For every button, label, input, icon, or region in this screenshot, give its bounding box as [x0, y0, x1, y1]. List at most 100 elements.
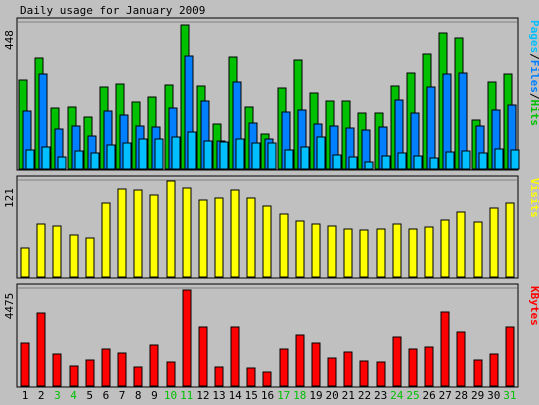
bar-visits-day-3 — [52, 225, 62, 278]
x-label-day-26: 26 — [422, 389, 435, 402]
bar-pages-day-17 — [284, 149, 294, 170]
visits-panel: 121 Visits — [3, 175, 539, 279]
x-label-day-17: 17 — [277, 389, 290, 402]
series-kbytes — [20, 289, 515, 387]
bar-kbytes-day-21 — [343, 351, 353, 387]
bar-pages-day-28 — [461, 150, 471, 170]
bar-visits-day-9 — [149, 194, 159, 278]
x-label-day-20: 20 — [325, 389, 338, 402]
x-axis-labels: 1 2 3 4 5 6 7 8 9 10 11 12 13 14 15 16 17 18 19 20 21 22 23 24 2… — [22, 389, 517, 402]
bar-pages-day-7 — [122, 142, 132, 170]
bar-kbytes-day-14 — [230, 326, 240, 387]
x-label-day-30: 30 — [487, 389, 500, 402]
bar-pages-day-18 — [300, 146, 310, 170]
bar-kbytes-day-6 — [101, 348, 111, 387]
bar-kbytes-day-25 — [408, 348, 418, 387]
x-label-day-3: 3 — [54, 389, 61, 402]
x-label-day-6: 6 — [103, 389, 110, 402]
x-label-day-1: 1 — [22, 389, 29, 402]
bar-pages-day-19 — [316, 136, 326, 170]
bar-visits-day-20 — [327, 225, 337, 278]
series-visits — [20, 180, 515, 278]
bar-kbytes-day-30 — [489, 353, 499, 387]
chart-title: Daily usage for January 2009 — [20, 4, 205, 17]
bar-visits-day-11 — [182, 187, 192, 278]
x-label-day-16: 16 — [261, 389, 274, 402]
bar-visits-day-4 — [69, 234, 79, 278]
bar-visits-day-23 — [376, 228, 386, 278]
bar-kbytes-day-9 — [149, 344, 159, 387]
bar-kbytes-day-8 — [133, 366, 143, 387]
bar-visits-day-19 — [311, 223, 321, 278]
bar-kbytes-day-17 — [279, 348, 289, 387]
bar-pages-day-12 — [203, 140, 213, 170]
bar-pages-day-13 — [219, 141, 229, 170]
bar-kbytes-day-24 — [392, 336, 402, 387]
x-label-day-29: 29 — [471, 389, 484, 402]
bar-visits-day-22 — [359, 229, 369, 278]
bar-visits-day-7 — [117, 188, 127, 278]
bar-pages-day-10 — [171, 136, 181, 170]
y-axis-max-label: 448 — [3, 30, 16, 50]
bar-pages-day-22 — [364, 161, 374, 170]
bar-kbytes-day-26 — [424, 346, 434, 387]
y-axis-max-label: 121 — [3, 188, 16, 208]
bar-kbytes-day-16 — [262, 371, 272, 387]
bar-kbytes-day-20 — [327, 357, 337, 387]
bar-pages-day-24 — [397, 152, 407, 170]
y-axis-max-label: 4475 — [3, 293, 16, 320]
bar-pages-day-16 — [267, 142, 277, 170]
bar-files-day-26 — [426, 86, 436, 170]
bar-visits-day-31 — [505, 202, 515, 278]
bar-visits-day-18 — [295, 220, 305, 278]
legend-entry: Files — [528, 60, 539, 93]
x-label-day-19: 19 — [309, 389, 322, 402]
x-label-day-21: 21 — [342, 389, 355, 402]
bar-visits-day-14 — [230, 189, 240, 278]
legend-entry: Hits — [528, 100, 539, 127]
bar-pages-day-27 — [445, 151, 455, 170]
series-pages — [25, 131, 520, 170]
bar-visits-day-15 — [246, 197, 256, 278]
x-label-day-18: 18 — [293, 389, 306, 402]
x-label-day-14: 14 — [229, 389, 243, 402]
bar-visits-day-17 — [279, 213, 289, 278]
bar-pages-day-23 — [381, 155, 391, 170]
bar-visits-day-5 — [85, 237, 95, 278]
legend-entry: / — [528, 93, 539, 100]
bar-pages-day-15 — [251, 142, 261, 170]
bar-visits-day-26 — [424, 226, 434, 278]
x-label-day-25: 25 — [406, 389, 419, 402]
x-label-day-22: 22 — [358, 389, 371, 402]
bar-kbytes-day-10 — [166, 361, 176, 387]
x-label-day-10: 10 — [164, 389, 177, 402]
bar-kbytes-day-5 — [85, 359, 95, 387]
bar-kbytes-day-11 — [182, 289, 192, 387]
bar-visits-day-21 — [343, 228, 353, 278]
bar-kbytes-day-3 — [52, 353, 62, 387]
legend-entry: Pages — [528, 20, 539, 53]
panel-legend: KBytes — [528, 286, 539, 326]
bar-pages-day-26 — [429, 157, 439, 170]
bar-pages-day-3 — [57, 156, 67, 170]
bar-kbytes-day-13 — [214, 366, 224, 387]
bar-pages-day-29 — [478, 152, 488, 170]
bar-visits-day-24 — [392, 223, 402, 278]
x-label-day-5: 5 — [86, 389, 93, 402]
panel-legend: Pages/Files/Hits — [528, 20, 539, 126]
legend-entry: KBytes — [528, 286, 539, 326]
bar-kbytes-day-31 — [505, 326, 515, 387]
legend-entry: / — [528, 53, 539, 60]
bar-pages-day-11 — [187, 131, 197, 170]
x-label-day-9: 9 — [151, 389, 158, 402]
bar-pages-day-30 — [494, 148, 504, 170]
bar-kbytes-day-1 — [20, 342, 30, 387]
bar-visits-day-30 — [489, 207, 499, 278]
x-label-day-4: 4 — [70, 389, 77, 402]
bar-pages-day-14 — [235, 138, 245, 170]
bar-pages-day-5 — [90, 152, 100, 170]
bar-pages-day-2 — [41, 146, 51, 170]
bar-pages-day-1 — [25, 149, 35, 170]
